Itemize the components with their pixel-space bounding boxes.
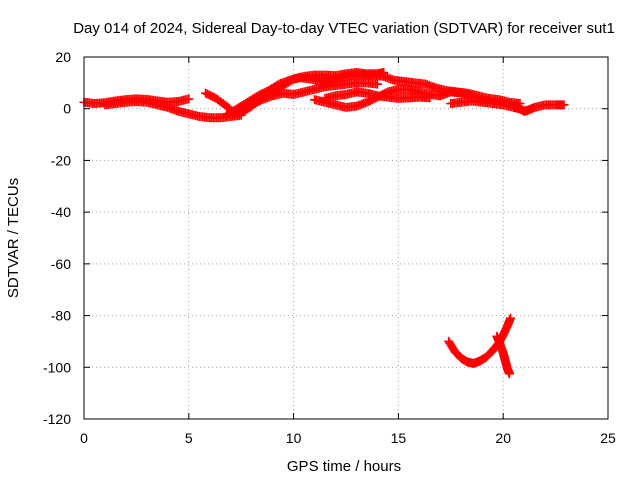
- x-tick-label: 10: [286, 430, 302, 446]
- data-point: [506, 313, 516, 323]
- series-track-10: [492, 331, 514, 379]
- axis-ticks: 0 5 10 15 20 25 -120 -100 -80 -60 -40 -20 0 20: [43, 49, 616, 446]
- x-tick-label: 20: [495, 430, 511, 446]
- chart-title: Day 014 of 2024, Sidereal Day-to-day VTE…: [73, 20, 615, 37]
- x-tick-label: 0: [80, 430, 88, 446]
- y-tick-label: -60: [51, 256, 71, 272]
- series-track-8: [446, 96, 569, 116]
- series-track-4: [222, 70, 525, 120]
- y-tick-label: -40: [51, 204, 71, 220]
- y-tick-label: -80: [51, 308, 71, 324]
- plot-area-frame: [83, 56, 609, 420]
- x-tick-label: 5: [185, 430, 193, 446]
- data-point: [504, 369, 514, 379]
- series-track-5: [236, 78, 382, 116]
- y-tick-label: -120: [43, 411, 71, 427]
- y-tick-label: -100: [43, 359, 71, 375]
- data-point: [559, 100, 569, 110]
- x-tick-label: 25: [600, 430, 616, 446]
- data-point: [425, 93, 435, 103]
- data-point: [372, 79, 382, 89]
- x-tick-label: 15: [391, 430, 407, 446]
- series-track-7: [320, 87, 435, 103]
- y-tick-label: -20: [51, 152, 71, 168]
- y-axis-label: SDTVAR / TECUs: [5, 178, 22, 298]
- x-axis-label: GPS time / hours: [287, 458, 401, 475]
- data-points: [79, 68, 569, 379]
- y-tick-label: 20: [55, 49, 71, 65]
- data-point: [184, 94, 194, 104]
- y-tick-label: 0: [63, 101, 71, 117]
- series-track-9: [444, 313, 516, 368]
